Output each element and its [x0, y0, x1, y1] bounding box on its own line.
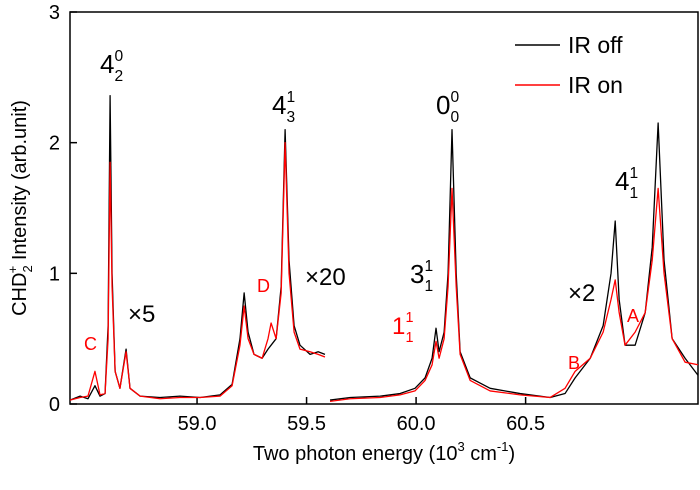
- annotation: 1: [392, 313, 405, 340]
- x-tick-label: 60.0: [397, 413, 436, 435]
- annotation: 4: [100, 49, 114, 79]
- annotation-sub: 1: [405, 330, 413, 346]
- ylabel-part: Intensity (arb.unit): [9, 100, 31, 266]
- xlabel-part: Two photon energy (10: [253, 443, 458, 465]
- annotation-sub: 0: [451, 109, 460, 126]
- annotation: C: [84, 334, 97, 354]
- annotation: ×20: [305, 264, 346, 291]
- annotation-sup: 0: [451, 89, 460, 106]
- ylabel-part: +: [5, 266, 20, 274]
- annotation-sup: 1: [425, 258, 434, 275]
- legend-label: IR off: [568, 32, 623, 58]
- annotation: A: [627, 306, 639, 326]
- x-tick-label: 60.5: [506, 413, 545, 435]
- x-tick-label: 59.5: [287, 413, 326, 435]
- plot-frame: [69, 11, 699, 405]
- xlabel-part: ): [508, 443, 515, 465]
- annotation-sub: 1: [425, 278, 434, 295]
- ylabel-part: CHD: [9, 273, 31, 316]
- xlabel-part: cm: [465, 443, 497, 465]
- series-line: [69, 94, 699, 401]
- annotation-sub: 2: [115, 68, 124, 85]
- ylabel-part: 2: [20, 265, 35, 272]
- y-tick-label: 0: [49, 394, 60, 416]
- annotation: ×2: [568, 280, 595, 307]
- x-tick-label: 59.0: [178, 413, 217, 435]
- ylabel-text: CHD2+ Intensity (arb.unit): [5, 100, 35, 316]
- xlabel-text: Two photon energy (103 cm-1): [253, 439, 515, 465]
- xlabel-part: -1: [497, 439, 509, 454]
- annotation-sub: 1: [630, 185, 639, 202]
- y-tick-label: 2: [49, 133, 60, 155]
- annotation: B: [568, 353, 580, 373]
- annotation: 3: [410, 259, 424, 289]
- annotation-sup: 1: [630, 165, 639, 182]
- y-tick-label: 3: [49, 2, 60, 24]
- annotation: 4: [272, 90, 286, 120]
- xlabel-part: 3: [457, 439, 464, 454]
- annotation: ×5: [128, 301, 155, 328]
- annotation-sup: 0: [115, 48, 124, 65]
- annotation: 4: [615, 166, 629, 196]
- series-line: [69, 142, 699, 403]
- annotation-sub: 3: [287, 109, 296, 126]
- legend-label: IR on: [568, 72, 623, 98]
- y-tick-label: 1: [49, 263, 60, 285]
- annotation: D: [257, 276, 270, 296]
- annotation-sup: 1: [405, 310, 413, 326]
- annotation: 0: [436, 90, 450, 120]
- annotation-sup: 1: [287, 89, 296, 106]
